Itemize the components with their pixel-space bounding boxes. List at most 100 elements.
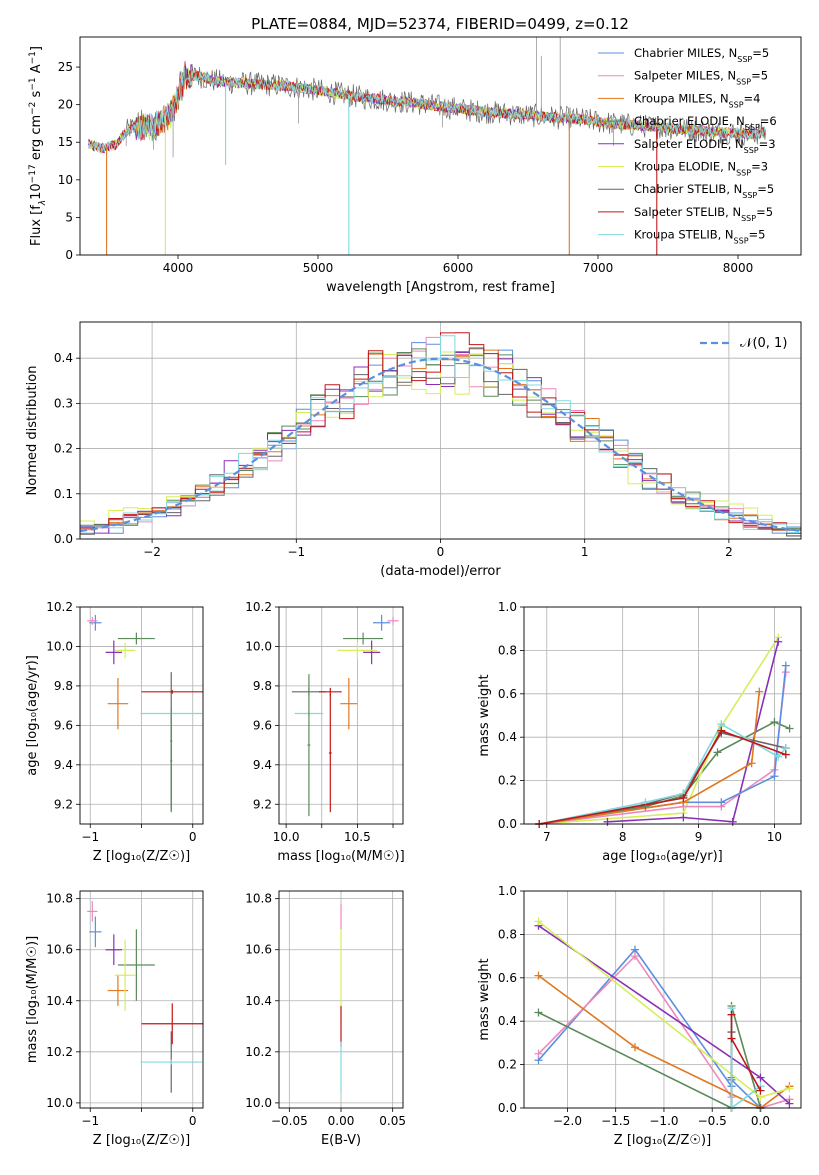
legend-text-part: Kroupa STELIB, N xyxy=(634,228,734,242)
errorbar-point xyxy=(105,640,123,665)
legend-entry: Kroupa MILES, NSSP=4 xyxy=(634,91,760,109)
y-tick-label: 10.6 xyxy=(46,943,73,957)
mass-vs-reddening-x-axis-label: E(B-V) xyxy=(321,1133,361,1148)
figure-title: PLATE=0884, MJD=52374, FIBERID=0499, z=0… xyxy=(251,15,629,33)
errorbar-point xyxy=(387,616,399,625)
x-tick-label: −1 xyxy=(287,545,305,559)
weight-series-marker xyxy=(603,817,612,826)
y-tick-label: 9.4 xyxy=(54,758,73,772)
weight-series-marker xyxy=(755,687,764,696)
y-tick-label: 0.4 xyxy=(498,730,517,744)
normal-pdf-curve xyxy=(79,357,802,533)
residuals-axes: −2 −1 0 1 2 0.0 0.1 0.2 0.3 0.4 (data-model)/error… xyxy=(25,322,801,579)
weight-series-marker xyxy=(774,637,783,646)
weight-series-line xyxy=(538,974,790,1108)
weight-series-marker xyxy=(534,1049,543,1058)
weight-series-marker xyxy=(770,772,779,781)
legend-entry: Salpeter ELODIE, NSSP=3 xyxy=(634,137,776,155)
legend-text-part: Chabrier ELODIE, N xyxy=(634,114,745,128)
y-tick-label: 25 xyxy=(58,60,73,74)
legend-text-part: SSP xyxy=(741,213,756,222)
errorbar-point xyxy=(89,614,102,631)
y-tick-label: 10.0 xyxy=(46,1096,73,1110)
legend-text-part: Salpeter STELIB, N xyxy=(634,205,741,219)
x-tick-label: −1 xyxy=(81,830,99,844)
x-tick-label: 0.00 xyxy=(328,1114,355,1128)
weight-series-marker xyxy=(728,817,737,826)
errorbar-point xyxy=(117,632,155,645)
errorbar-point xyxy=(114,642,136,659)
y-tick-label: 5 xyxy=(65,210,73,224)
errorbar-point xyxy=(140,1059,202,1065)
y-tick-label: 0 xyxy=(65,248,73,262)
y-tick-label: 10.4 xyxy=(46,994,73,1008)
y-tick-label: 0.2 xyxy=(498,1058,517,1072)
y-tick-label: 10.2 xyxy=(245,1045,272,1059)
age-vs-mass-frame xyxy=(278,606,404,825)
x-tick-label: 0 xyxy=(189,1114,197,1128)
errorbar-point xyxy=(340,678,358,730)
y-tick-label: 10.8 xyxy=(46,892,73,906)
y-label-part: ] xyxy=(29,46,44,51)
weight-vs-metallicity-axes: −2.0 −1.5 −1.0 −0.5 0.0 0.0 0.2 0.4 0.6 0.8 1.0 Z [… xyxy=(477,884,801,1148)
y-tick-label: 1.0 xyxy=(498,600,517,614)
spectrum-series-line xyxy=(88,61,766,154)
x-tick-label: −1 xyxy=(81,1114,99,1128)
y-tick-label: 20 xyxy=(58,98,73,112)
y-tick-label: 10.2 xyxy=(46,1045,73,1059)
mass-vs-reddening-axes: −0.05 0.00 0.05 10.0 10.2 10.4 10.6 10.8 E(B-V) xyxy=(245,891,406,1148)
weight-series-marker xyxy=(717,798,726,807)
weight-series-marker xyxy=(781,750,790,759)
y-tick-label: 0.0 xyxy=(498,1101,517,1115)
errorbar-point xyxy=(170,709,173,813)
weight-series-marker xyxy=(756,1073,765,1082)
y-tick-label: 9.8 xyxy=(253,679,272,693)
y-tick-label: 10.0 xyxy=(245,639,272,653)
x-tick-label: 5000 xyxy=(303,261,334,275)
mass-vs-reddening-frame xyxy=(278,890,404,1109)
y-tick-label: 0.8 xyxy=(498,927,517,941)
legend-text-part: SSP xyxy=(729,100,744,109)
x-tick-label: 6000 xyxy=(443,261,474,275)
y-label-part: erg cm xyxy=(29,115,44,164)
weight-series-marker xyxy=(679,813,688,822)
x-tick-label: −0.5 xyxy=(698,1114,727,1128)
errorbar-point xyxy=(307,674,311,817)
legend-text-part: =5 xyxy=(752,46,769,60)
legend-text-part: =5 xyxy=(749,228,766,242)
weight-series-marker xyxy=(534,917,543,926)
y-label-part: Flux [f xyxy=(29,205,44,246)
legend-text-part: SSP xyxy=(736,77,751,86)
x-tick-label: 2 xyxy=(725,545,733,559)
y-label-part: s xyxy=(29,90,44,101)
x-tick-label: 0.05 xyxy=(379,1114,406,1128)
legend-entry: Kroupa STELIB, NSSP=5 xyxy=(634,228,765,246)
weight-series-line xyxy=(539,729,787,824)
errorbar-point xyxy=(117,929,155,1001)
weight-series-line xyxy=(730,1014,762,1091)
legend-text-part: Chabrier STELIB, N xyxy=(634,182,742,196)
legend-text-part: Kroupa MILES, N xyxy=(634,91,729,105)
x-tick-label: −1.0 xyxy=(649,1114,678,1128)
legend-text-part: SSP xyxy=(734,236,749,245)
weight-series-marker xyxy=(785,724,794,733)
mass-vs-metallicity-frame xyxy=(79,890,204,1109)
x-tick-label: −2.0 xyxy=(553,1114,582,1128)
y-tick-label: 0.6 xyxy=(498,687,517,701)
y-tick-label: 0.4 xyxy=(54,351,73,365)
weight-vs-metallicity-y-axis-label: mass weight xyxy=(477,958,492,1040)
weight-series-marker xyxy=(770,718,779,727)
residuals-frame xyxy=(79,321,802,540)
y-tick-label: 0.2 xyxy=(498,774,517,788)
age-vs-metallicity-x-axis-label: Z [log₁₀(Z/Z☉)] xyxy=(93,849,190,864)
spectrum-frame xyxy=(79,36,802,256)
y-label-part: −1 xyxy=(28,51,38,64)
legend-entry: Salpeter STELIB, NSSP=5 xyxy=(634,205,773,223)
weight-series-marker xyxy=(781,661,790,670)
age-vs-metallicity-axes: −1 0 9.2 9.4 9.6 9.8 10.0 10.2 Z [log₁₀(Z/Z☉)] ag… xyxy=(25,600,203,864)
y-tick-label: 10.0 xyxy=(245,1096,272,1110)
errorbar-point xyxy=(328,693,332,813)
x-tick-label: 1 xyxy=(581,545,589,559)
legend-text-part: SSP xyxy=(742,191,757,200)
